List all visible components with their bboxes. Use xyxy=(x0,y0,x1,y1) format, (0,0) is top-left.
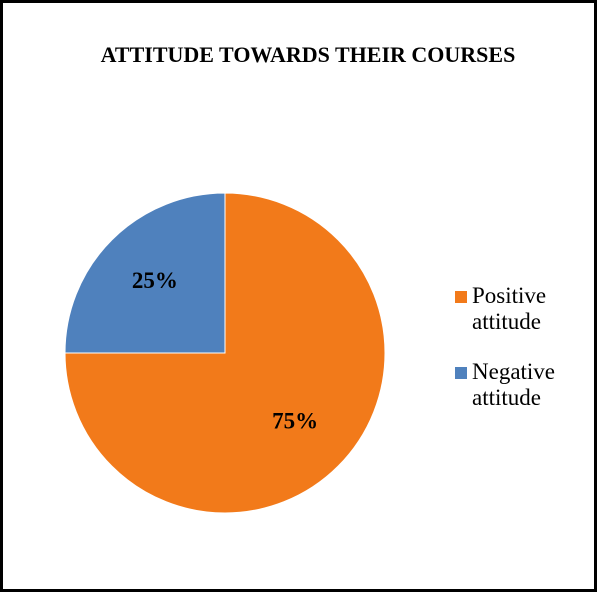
legend-swatch xyxy=(455,367,467,379)
legend-label: Positive attitude xyxy=(472,283,547,334)
pie-slice xyxy=(64,192,226,354)
data-label: 75% xyxy=(272,408,318,433)
pie-area: 75% 25% xyxy=(64,192,386,514)
legend-swatch xyxy=(455,291,467,303)
data-label: 25% xyxy=(132,268,178,293)
chart-title: ATTITUDE TOWARDS THEIR COURSES xyxy=(100,42,516,67)
legend-label: Negative attitude xyxy=(472,359,556,410)
